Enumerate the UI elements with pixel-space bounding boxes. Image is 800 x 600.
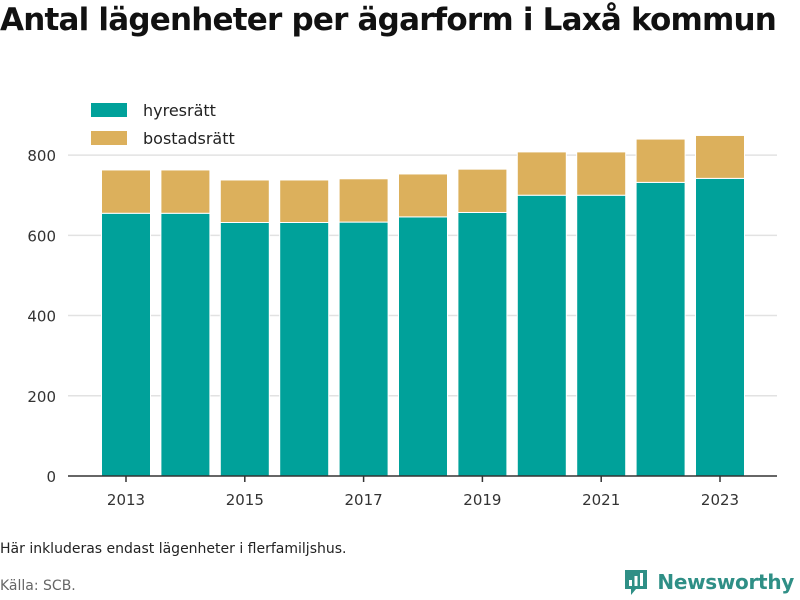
bar-segment <box>219 221 270 477</box>
bar-segment <box>516 194 567 477</box>
x-tick-label: 2019 <box>463 491 501 509</box>
bar-segment <box>576 194 627 477</box>
bar-segment <box>160 212 211 477</box>
legend-label: bostadsrätt <box>143 129 235 148</box>
bars <box>101 134 745 477</box>
x-tick-label: 2015 <box>226 491 264 509</box>
bar-segment <box>398 173 448 218</box>
bar-segment <box>101 212 151 477</box>
bar-segment <box>160 169 211 214</box>
newsworthy-logo-icon <box>625 570 648 595</box>
y-tick-label: 200 <box>27 388 56 406</box>
brand: Newsworthy <box>623 567 794 597</box>
x-tick-label: 2021 <box>582 491 620 509</box>
y-tick-label: 800 <box>27 147 56 165</box>
stacked-bar-chart: 0 200 400 600 800 2013 2015 2017 2019 2021 2023 hy… <box>27 101 777 509</box>
footnote: Här inkluderas endast lägenheter i flerf… <box>0 541 347 557</box>
x-tick-label: 2013 <box>107 491 145 509</box>
bar-segment <box>279 179 330 223</box>
x-tick-label: 2017 <box>345 491 383 509</box>
source-note: Källa: SCB. <box>0 578 76 594</box>
bar-segment <box>635 181 686 477</box>
bar-segment <box>635 138 686 183</box>
axes: 0 200 400 600 800 2013 2015 2017 2019 2021 2023 <box>27 147 777 509</box>
x-tick-label: 2023 <box>701 491 739 509</box>
bar-segment <box>338 178 389 223</box>
bar-segment <box>101 169 151 214</box>
legend-swatch <box>91 131 127 145</box>
bar-segment <box>338 221 389 477</box>
bar-segment <box>695 177 745 477</box>
y-tick-label: 400 <box>27 308 56 326</box>
bar-segment <box>516 151 567 196</box>
bar-segment <box>457 168 508 213</box>
bar-segment <box>398 216 448 477</box>
bar-segment <box>457 211 508 477</box>
legend: hyresrätt bostadsrätt <box>91 101 235 148</box>
brand-label: Newsworthy <box>657 570 794 594</box>
y-tick-label: 600 <box>27 227 56 245</box>
y-tick-label: 0 <box>46 468 56 486</box>
bar-segment <box>695 134 745 179</box>
bar-segment <box>576 151 627 196</box>
legend-label: hyresrätt <box>143 101 216 120</box>
bar-segment <box>219 179 270 223</box>
legend-swatch <box>91 103 127 117</box>
bar-segment <box>279 221 330 477</box>
chart-title: Antal lägenheter per ägarform i Laxå kom… <box>0 2 777 38</box>
